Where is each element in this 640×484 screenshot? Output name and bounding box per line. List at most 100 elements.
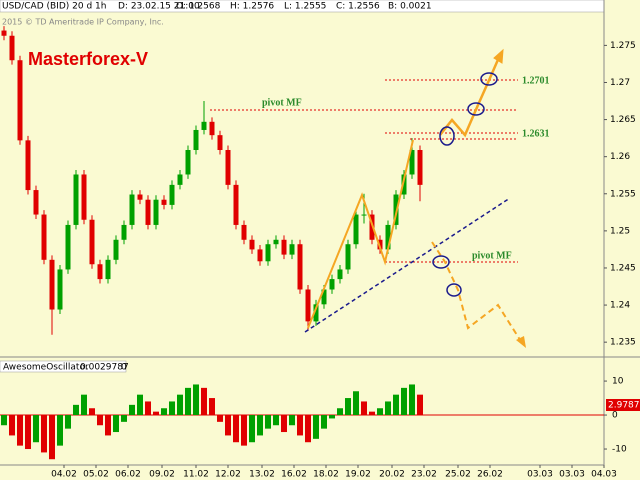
osc-bar <box>265 415 271 429</box>
annotation: pivot MF <box>262 97 302 108</box>
y-tick-label: 1.26 <box>610 152 630 162</box>
osc-bar <box>169 401 175 416</box>
y-tick-label: 1.255 <box>610 189 636 199</box>
candle-body <box>417 150 423 185</box>
osc-bar <box>193 384 199 416</box>
candle-body <box>257 249 263 262</box>
x-tick-label: 11.02 <box>183 470 209 480</box>
x-tick-label: 18.02 <box>313 470 339 480</box>
osc-bar <box>353 391 359 416</box>
osc-bar <box>161 408 167 416</box>
candle-body <box>137 194 143 200</box>
candle-body <box>249 239 255 250</box>
candle-body <box>169 184 175 205</box>
candle-body <box>41 214 47 260</box>
osc-bar <box>217 415 223 422</box>
candle-body <box>217 135 223 150</box>
osc-bar <box>289 415 295 426</box>
candle-body <box>153 199 159 225</box>
x-tick-label: 04.02 <box>51 470 77 480</box>
osc-bar <box>57 415 63 446</box>
circle-marker <box>439 126 455 146</box>
candle-body <box>281 239 287 255</box>
candle-body <box>329 279 335 290</box>
y-tick-label: 1.275 <box>610 41 636 51</box>
osc-bar <box>305 415 311 443</box>
x-tick-label: 20.02 <box>379 470 405 480</box>
x-tick-label: 13.02 <box>249 470 275 480</box>
candle-body <box>193 129 199 150</box>
candle-body <box>209 121 215 136</box>
osc-bar <box>409 384 415 416</box>
candle-body <box>105 259 111 280</box>
candle-body <box>385 224 391 250</box>
osc-bar <box>281 415 287 433</box>
x-tick-label: 03.03 <box>559 470 585 480</box>
candle-body <box>297 244 303 290</box>
osc-bar <box>17 415 23 446</box>
circle-marker <box>432 255 450 269</box>
plot-layer <box>0 26 607 468</box>
osc-bar <box>345 398 351 416</box>
osc-bar <box>417 394 423 416</box>
header-field: D: 23.02.15 21:00 <box>118 2 200 12</box>
osc-bar <box>153 411 159 416</box>
candle-body <box>121 224 127 240</box>
osc-header <box>0 360 127 373</box>
x-tick-label: 26.02 <box>477 470 503 480</box>
y-tick-label: 1.24 <box>610 301 630 311</box>
y-tick-label: 1.245 <box>610 263 636 273</box>
candle-body <box>17 60 23 141</box>
annotation: 1.2631 <box>522 128 550 139</box>
osc-bar <box>385 401 391 416</box>
candle-body <box>97 264 103 280</box>
osc-bar <box>393 394 399 416</box>
x-tick-label: 19.02 <box>345 470 371 480</box>
candle-body <box>241 224 247 240</box>
candle-body <box>201 121 207 130</box>
annotation: 1.2701 <box>522 75 550 86</box>
last-value-label: 2.97871 <box>608 401 640 411</box>
osc-bar <box>121 415 127 422</box>
drawings <box>210 48 526 348</box>
x-tick-label: 16.02 <box>281 470 307 480</box>
osc-bar <box>89 408 95 416</box>
candle-body <box>89 219 95 265</box>
circle-marker <box>446 283 462 297</box>
y-tick-label: 1.265 <box>610 115 636 125</box>
candle-body <box>57 269 63 310</box>
osc-bar <box>177 394 183 416</box>
candle-body <box>145 199 151 225</box>
projection-down <box>431 241 523 344</box>
candle-body <box>409 150 415 175</box>
candle-body <box>289 244 295 255</box>
header-field: O: 1.2568 <box>176 2 221 12</box>
osc-bar <box>113 415 119 433</box>
osc-bar <box>297 415 303 436</box>
osc-bar <box>1 415 7 426</box>
chart-title: Masterforex-V <box>28 49 148 69</box>
osc-bar <box>257 415 263 436</box>
osc-bar <box>49 415 55 460</box>
osc-bar <box>337 408 343 416</box>
candle-body <box>177 174 183 185</box>
header-field: B: 0.0021 <box>388 2 432 12</box>
osc-bar <box>369 411 375 416</box>
osc-bar <box>401 387 407 416</box>
candle-body <box>9 35 15 61</box>
osc-bar <box>313 415 319 439</box>
circle-marker <box>480 72 498 86</box>
watermark: 2015 © TD Ameritrade IP Company, Inc. <box>2 18 164 27</box>
header-field: C: 1.2556 <box>336 2 380 12</box>
osc-bar <box>225 415 231 436</box>
osc-value: 0 <box>121 363 127 373</box>
candle-body <box>225 150 231 185</box>
osc-bar <box>321 415 327 429</box>
x-tick-label: 09.02 <box>149 470 175 480</box>
header-field: H: 1.2576 <box>230 2 274 12</box>
osc-bar <box>97 415 103 426</box>
candle-body <box>81 174 87 220</box>
candle-body <box>401 174 407 195</box>
